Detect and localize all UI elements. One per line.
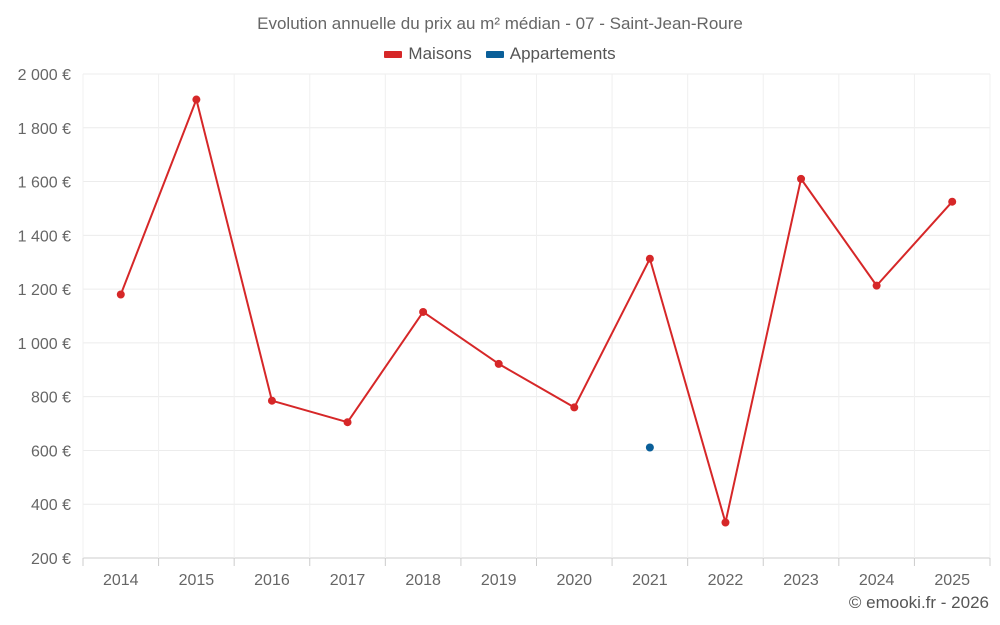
- series-line-maisons: [119, 98, 953, 524]
- x-tick-label: 2019: [481, 572, 517, 589]
- data-point-maisons: [721, 518, 730, 527]
- y-tick-label: 1 200 €: [18, 282, 71, 299]
- x-tick-label: 2023: [783, 572, 819, 589]
- data-point-maisons: [797, 174, 806, 183]
- x-tick-label: 2014: [103, 572, 139, 589]
- y-tick-label: 400 €: [31, 497, 71, 514]
- data-point-maisons: [494, 359, 503, 368]
- legend-swatch-maisons: [384, 50, 403, 58]
- legend-item-appartements[interactable]: Appartements: [485, 44, 616, 64]
- legend-label-maisons: Maisons: [408, 44, 472, 63]
- data-point-maisons: [645, 254, 654, 263]
- y-tick-label: 2 000 €: [18, 67, 71, 84]
- data-point-maisons: [570, 403, 579, 412]
- data-point-maisons: [192, 95, 201, 104]
- y-tick-label: 200 €: [31, 551, 71, 568]
- chart-title: Evolution annuelle du prix au m² médian …: [257, 14, 743, 33]
- x-tick-label: 2017: [330, 572, 366, 589]
- y-tick-label: 1 800 €: [18, 121, 71, 138]
- data-point-maisons: [267, 396, 276, 405]
- x-tick-label: 2016: [254, 572, 290, 589]
- x-tick-label: 2025: [934, 572, 970, 589]
- x-tick-label: 2024: [859, 572, 895, 589]
- y-tick-label: 1 000 €: [18, 336, 71, 353]
- y-tick-label: 1 400 €: [18, 228, 71, 245]
- data-point-maisons: [948, 197, 957, 206]
- chart-legend: Maisons Appartements: [0, 44, 1000, 64]
- data-point-appartements: [645, 443, 654, 452]
- x-tick-label: 2022: [708, 572, 744, 589]
- data-point-maisons: [419, 307, 428, 316]
- credit-text: © emooki.fr - 2026: [848, 593, 989, 612]
- x-tick-label: 2021: [632, 572, 668, 589]
- x-tick-label: 2018: [405, 572, 441, 589]
- y-tick-label: 600 €: [31, 443, 71, 460]
- legend-swatch-appartements: [485, 50, 504, 58]
- data-point-maisons: [872, 281, 881, 290]
- x-tick-label: 2015: [179, 572, 215, 589]
- data-point-maisons: [116, 290, 125, 299]
- x-tick-label: 2020: [556, 572, 592, 589]
- legend-label-appartements: Appartements: [509, 44, 616, 63]
- y-tick-label: 1 600 €: [18, 175, 71, 192]
- data-point-maisons: [343, 418, 352, 427]
- legend-item-maisons[interactable]: Maisons: [384, 44, 472, 64]
- y-tick-label: 800 €: [31, 390, 71, 407]
